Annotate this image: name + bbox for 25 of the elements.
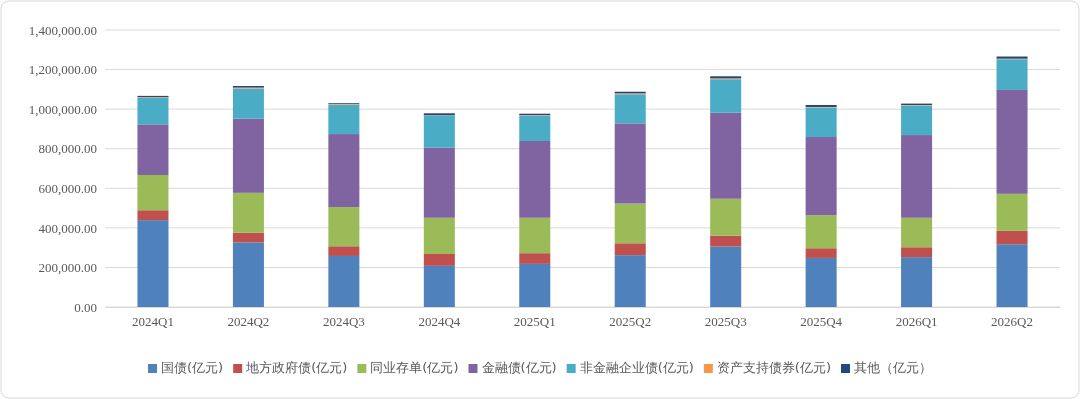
y-tick-label: 800,000.00	[38, 141, 97, 157]
legend-label: 其他（亿元）	[853, 360, 932, 375]
y-tick-label: 0.00	[74, 299, 97, 315]
x-tick-label: 2025Q3	[704, 314, 747, 330]
y-tick-label: 1,000,000.00	[28, 101, 97, 117]
x-tick-label: 2024Q3	[322, 314, 365, 330]
legend-label: 同业存单(亿元)	[370, 360, 459, 375]
x-tick-label: 2025Q4	[800, 314, 843, 330]
y-tick-label: 1,200,000.00	[28, 62, 97, 78]
x-tick-label: 2026Q1	[895, 314, 938, 330]
legend-label: 国债(亿元)	[161, 360, 224, 375]
y-tick-label: 400,000.00	[38, 220, 97, 236]
legend-label: 非金融企业债(亿元)	[579, 360, 694, 375]
y-tick-label: 1,400,000.00	[28, 22, 97, 38]
legend-label: 金融债(亿元)	[481, 360, 557, 375]
legend-label: 地方政府债(亿元)	[245, 360, 348, 375]
x-tick-label: 2026Q2	[991, 314, 1033, 330]
legend-label: 资产支持债券(亿元)	[716, 360, 831, 375]
x-tick-label: 2025Q1	[513, 314, 556, 330]
y-tick-label: 200,000.00	[38, 260, 97, 276]
x-tick-label: 2024Q1	[132, 314, 174, 330]
x-tick-label: 2024Q2	[227, 314, 270, 330]
x-tick-label: 2025Q2	[609, 314, 652, 330]
y-tick-label: 600,000.00	[38, 180, 97, 196]
x-tick-label: 2024Q4	[418, 314, 461, 330]
